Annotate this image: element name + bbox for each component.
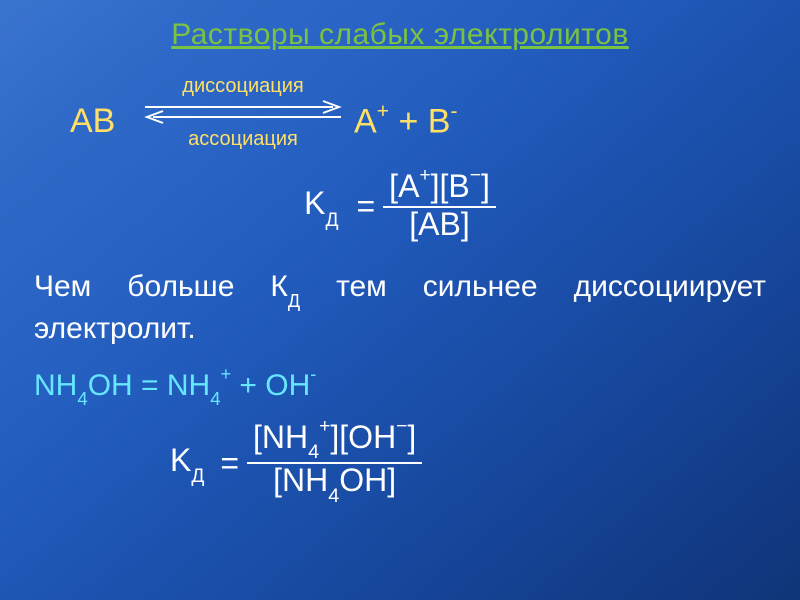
plus-sign: + bbox=[389, 102, 428, 140]
arrow-label-top: диссоциация bbox=[138, 76, 348, 96]
d2-sub4: 4 bbox=[328, 485, 339, 507]
ion-b: В bbox=[428, 102, 451, 140]
k-letter-2: K bbox=[170, 442, 191, 478]
kd-inline: КД bbox=[270, 270, 300, 303]
n2-supminus: − bbox=[396, 416, 407, 437]
d2-oh: OH] bbox=[339, 462, 396, 498]
n2-supplus: + bbox=[319, 416, 330, 437]
denominator: [AB] bbox=[403, 208, 475, 244]
nh4oh-equation: NH4OH = NH4+ + OH- bbox=[0, 350, 800, 407]
ion-a: А bbox=[354, 102, 377, 140]
nh-plus: + OH bbox=[231, 369, 310, 402]
ion-b-charge: - bbox=[450, 100, 457, 123]
kd-formula-1: KД = [A+][B−] [AB] bbox=[0, 170, 800, 243]
body-text: Чем больше КД тем сильнее диссоциирует э… bbox=[0, 253, 800, 350]
nh-rhs-sub: 4 bbox=[210, 388, 220, 409]
n2-p0: [NH bbox=[253, 419, 308, 455]
nh-rhs-sup: + bbox=[221, 364, 232, 384]
num-p3: − bbox=[470, 165, 481, 186]
fraction-2: [NH4+][OH−] [NH4OH] bbox=[247, 421, 422, 505]
reaction-left: АВ bbox=[70, 102, 115, 141]
kd-symbol: KД bbox=[304, 185, 338, 227]
reaction-row: АВ диссоциация ассоциация А+ + В- bbox=[0, 58, 800, 168]
num-p2: ][B bbox=[431, 168, 470, 204]
reaction-right: А+ + В- bbox=[354, 102, 457, 141]
numerator: [A+][B−] bbox=[383, 170, 496, 206]
num-p0: [A bbox=[389, 168, 419, 204]
nh-lhs: NH bbox=[34, 369, 77, 402]
n2-end: ] bbox=[407, 419, 416, 455]
equals-sign-2: = bbox=[220, 445, 239, 482]
arrow-label-bottom: ассоциация bbox=[138, 129, 348, 149]
equals-sign: = bbox=[356, 188, 375, 225]
fraction: [A+][B−] [AB] bbox=[383, 170, 496, 243]
d-inline-sub: Д bbox=[288, 291, 300, 311]
n2-sub4: 4 bbox=[308, 441, 319, 463]
nh-oh-eq: OH = NH bbox=[88, 369, 211, 402]
num-p1: + bbox=[419, 165, 430, 186]
oh-sup: - bbox=[310, 364, 316, 384]
ion-a-charge: + bbox=[377, 100, 389, 123]
d2-nh: [NH bbox=[273, 462, 328, 498]
n2-close: ][OH bbox=[330, 419, 396, 455]
num-p4: ] bbox=[481, 168, 490, 204]
arrow-group: диссоциация ассоциация bbox=[138, 76, 348, 149]
d-subscript: Д bbox=[325, 210, 338, 231]
k-inline: К bbox=[270, 270, 287, 303]
d-subscript-2: Д bbox=[191, 466, 204, 487]
equilibrium-arrows-icon bbox=[143, 99, 343, 125]
kd-symbol-2: KД bbox=[170, 442, 204, 484]
k-letter: K bbox=[304, 185, 325, 221]
kd-formula-2: KД = [NH4+][OH−] [NH4OH] bbox=[170, 421, 800, 505]
body-pre: Чем больше bbox=[34, 270, 270, 303]
slide-title: Растворы слабых электролитов bbox=[0, 0, 800, 52]
numerator-2: [NH4+][OH−] bbox=[247, 421, 422, 462]
nh-lhs-sub: 4 bbox=[77, 388, 87, 409]
denominator-2: [NH4OH] bbox=[267, 464, 402, 505]
